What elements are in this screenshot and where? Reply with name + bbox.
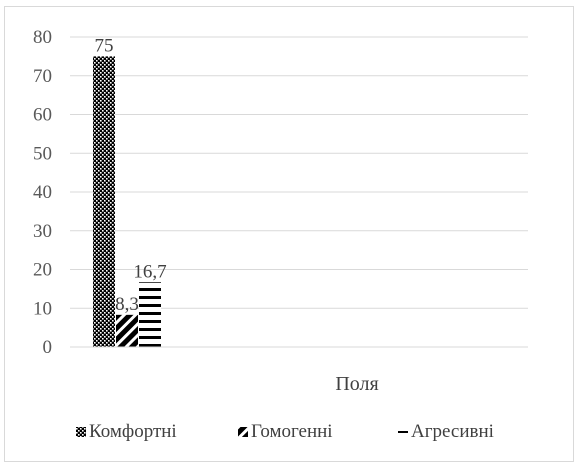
y-tick-label-60: 60 [33,105,52,126]
bar-Комфортні [93,56,115,347]
legend-swatch-Агресивні [398,431,408,433]
bar-Гомогенні [116,314,138,347]
y-tick-label-50: 50 [33,143,52,164]
y-axis-ticks: 0 10 20 30 40 50 60 70 80 [33,27,52,358]
data-label-Комфортні: 75 [95,35,114,56]
x-axis-categories: Поля [335,373,378,395]
legend: Комфортні Гомогенні Агресивні [76,421,494,442]
bars [93,56,161,347]
bar-Агресивні [139,282,161,347]
legend-label-Гомогенні: Гомогенні [251,421,333,442]
y-tick-label-10: 10 [33,298,52,319]
y-tick-label-20: 20 [33,260,52,281]
x-category-label: Поля [335,373,378,395]
data-labels: 75 8,3 16,7 [95,35,167,314]
y-tick-label-0: 0 [43,337,53,358]
y-tick-label-80: 80 [33,27,52,48]
legend-label-Комфортні: Комфортні [89,421,177,442]
y-tick-label-40: 40 [33,182,52,203]
y-tick-label-70: 70 [33,66,52,87]
data-label-Гомогенні: 8,3 [115,294,139,315]
legend-swatch-Комфортні [76,427,86,437]
data-label-Агресивні: 16,7 [133,261,166,282]
y-tick-label-30: 30 [33,221,52,242]
legend-label-Агресивні: Агресивні [411,421,494,442]
legend-swatch-Гомогенні [238,427,248,437]
